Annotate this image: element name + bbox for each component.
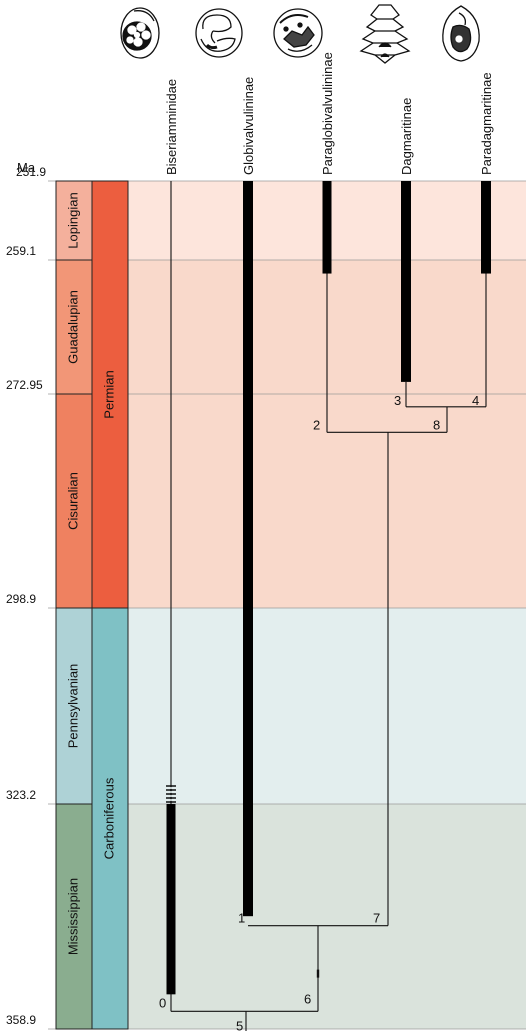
- taxon-labels: Biseriamminidae Globivalvulininae Paraglob…: [164, 52, 494, 175]
- period-label: Carboniferous: [101, 777, 116, 859]
- age-tick-labels: 251.9 259.1 272.95 298.9 323.2 358.9: [6, 165, 46, 1027]
- stratigraphic-ranges: [166, 181, 491, 995]
- node-label: 2: [313, 417, 320, 432]
- epoch-label: Lopingian: [65, 192, 80, 248]
- taxon-label: Dagmaritinae: [399, 98, 414, 175]
- epoch-box-cisuralian: [55, 393, 93, 609]
- age-tick-label: 323.2: [6, 788, 36, 802]
- range-bar-paradagmaritinae: [481, 181, 491, 274]
- node-label: 4: [472, 393, 479, 408]
- period-box-carboniferous: [91, 607, 129, 1030]
- node-label: 3: [394, 393, 401, 408]
- epoch-label: Pennsylvanian: [65, 664, 80, 749]
- age-tick-label: 259.1: [6, 244, 36, 258]
- taxa-icons: [120, 4, 480, 64]
- epoch-box-pennsylvanian: [55, 607, 93, 805]
- node-label: 6: [304, 991, 311, 1006]
- taxon-label: Paraglobivalvulininae: [320, 52, 335, 175]
- range-bar-globivalvulininae: [243, 181, 253, 917]
- range-bar-paraglobivalvulininae: [322, 181, 332, 274]
- node-labels: 0 1 2 3 4 5 6 7 8: [159, 393, 479, 1034]
- epoch-label: Cisuralian: [65, 472, 80, 530]
- paraglobivalvulinine-shell-icon: [273, 8, 323, 58]
- phylogeny-tree: [170, 181, 487, 1031]
- biseriamminid-shell-icon: [120, 7, 160, 59]
- node-label: 7: [373, 911, 380, 926]
- range-bar-biseriamminidae: [166, 804, 176, 995]
- taxon-label: Paradagmaritinae: [479, 72, 494, 175]
- node-label: 1: [238, 911, 245, 926]
- age-tick-label: 272.95: [6, 378, 43, 392]
- globivalvulinine-shell-icon: [195, 8, 243, 58]
- node-label: 8: [433, 417, 440, 432]
- age-band-pennsylvanian: [128, 608, 526, 804]
- paradagmaritine-shell-icon: [442, 5, 480, 62]
- axis-unit-label: Ma: [17, 160, 36, 175]
- taxon-label: Biseriamminidae: [164, 79, 179, 175]
- period-column: Permian Carboniferous: [91, 180, 129, 1030]
- epoch-label: Guadalupian: [65, 290, 80, 364]
- age-tick-label: 358.9: [6, 1013, 36, 1027]
- period-label: Permian: [101, 370, 116, 418]
- dagmaritine-shell-icon: [359, 4, 411, 64]
- node-label: 0: [159, 995, 166, 1010]
- epoch-column: Lopingian Guadalupian Cisuralian Pennsylvan…: [55, 180, 93, 1030]
- taxon-label: Globivalvulininae: [241, 77, 256, 175]
- epoch-box-mississippian: [55, 803, 93, 1030]
- age-band-mississippian: [128, 804, 526, 1029]
- range-bar-dagmaritinae: [401, 181, 411, 382]
- node-label: 5: [236, 1018, 243, 1033]
- epoch-label: Mississippian: [65, 878, 80, 955]
- age-tick-label: 298.9: [6, 592, 36, 606]
- age-tick-label: 251.9: [16, 165, 46, 179]
